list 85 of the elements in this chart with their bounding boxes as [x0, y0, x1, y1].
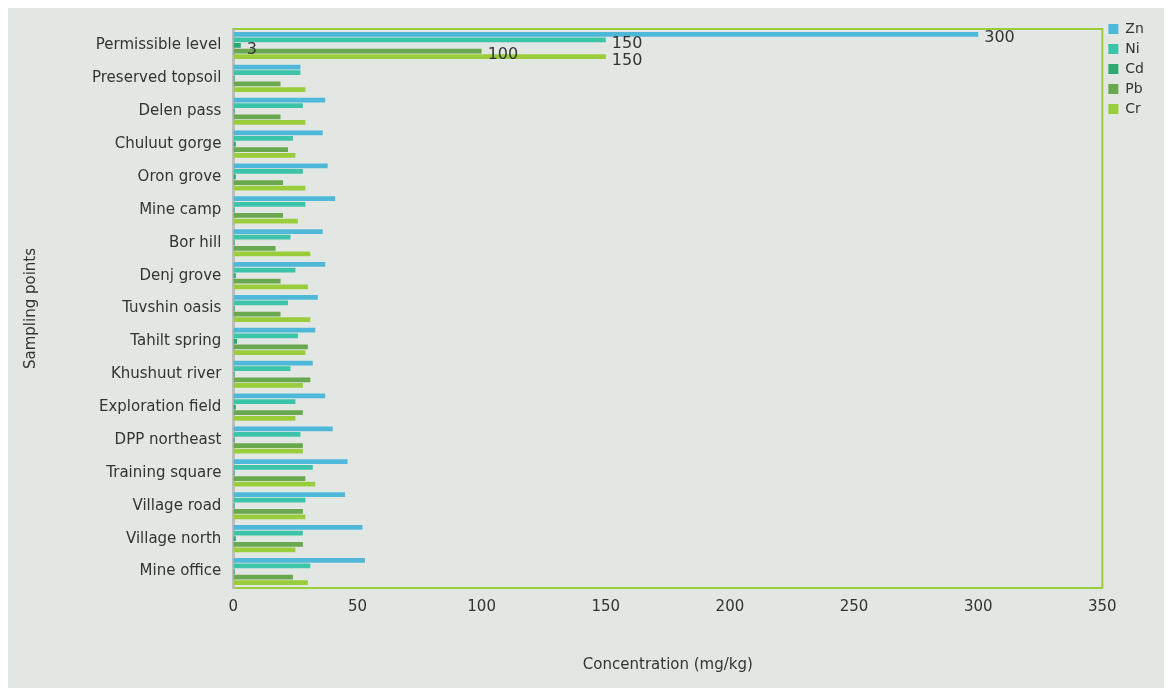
y-tick-label: Village north	[125, 528, 222, 547]
x-tick-label: 0	[228, 596, 239, 615]
x-tick-label: 50	[347, 596, 368, 615]
bar	[233, 294, 318, 300]
bar	[233, 317, 311, 323]
y-tick-label: Chuluut gorge	[114, 133, 222, 152]
y-tick-label: Mine camp	[139, 199, 222, 218]
y-tick-label: Denj grove	[139, 265, 222, 284]
legend-label: Pb	[1125, 79, 1143, 96]
y-tick-label: Mine office	[139, 561, 222, 580]
y-tick-label: Tuvshin oasis	[121, 298, 222, 317]
y-tick-label: Tahilt spring	[129, 331, 222, 350]
bar	[233, 448, 303, 454]
y-tick-label: Khushuut river	[110, 364, 223, 383]
bar	[233, 103, 303, 108]
legend-label: Cd	[1125, 59, 1145, 76]
bar	[233, 558, 365, 563]
x-tick-label: 350	[1088, 596, 1117, 615]
bar	[233, 509, 303, 514]
bar	[233, 152, 296, 158]
bar	[233, 169, 303, 174]
bar	[233, 366, 291, 372]
bar	[233, 333, 298, 339]
x-tick-label: 100	[467, 596, 496, 615]
bar	[233, 541, 303, 547]
bar	[233, 525, 363, 530]
bar	[233, 180, 284, 185]
bar	[233, 492, 346, 497]
bar	[233, 284, 308, 290]
x-tick-label: 200	[715, 596, 745, 615]
bar	[233, 43, 241, 48]
bar	[233, 185, 306, 191]
bar	[233, 327, 316, 333]
bar	[233, 278, 281, 284]
bar	[233, 580, 308, 586]
bar	[233, 64, 301, 70]
bar	[233, 426, 333, 432]
y-tick-label: Village road	[132, 495, 222, 514]
bar	[233, 443, 303, 448]
y-tick-label: DPP northeast	[114, 429, 222, 448]
bar	[233, 464, 313, 470]
bar	[233, 87, 306, 92]
bar	[233, 147, 288, 153]
bar	[233, 377, 311, 383]
legend-label: Zn	[1125, 19, 1144, 36]
data-label: 300	[984, 27, 1015, 47]
bar	[233, 31, 979, 37]
bar	[233, 574, 293, 580]
bar	[233, 114, 281, 120]
bar	[233, 383, 303, 388]
y-tick-label: Oron grove	[137, 166, 222, 185]
bar	[233, 201, 306, 207]
bar	[233, 245, 276, 251]
bar	[233, 37, 606, 43]
bar	[233, 136, 293, 141]
bar	[233, 234, 291, 240]
bar	[233, 547, 296, 553]
bar	[233, 213, 284, 218]
bar	[233, 432, 301, 437]
bar	[233, 399, 296, 404]
x-tick-label: 250	[839, 596, 869, 615]
bar	[233, 163, 328, 169]
y-tick-label: Preserved topsoil	[91, 68, 222, 87]
bar	[233, 459, 348, 465]
bar	[233, 350, 306, 355]
bar	[233, 497, 306, 503]
x-axis-title: Concentration (mg/kg)	[582, 654, 753, 673]
bar	[233, 120, 306, 125]
y-axis-title: Sampling points	[20, 247, 39, 370]
y-tick-label: Bor hill	[168, 232, 222, 251]
bar	[233, 229, 323, 234]
legend-label: Cr	[1125, 99, 1142, 116]
bar	[233, 410, 303, 416]
bar	[233, 196, 336, 202]
bar	[233, 476, 306, 481]
legend-label: Ni	[1125, 39, 1140, 56]
y-tick-label: Delen pass	[138, 101, 222, 120]
bar	[233, 70, 301, 76]
y-tick-label: Exploration field	[98, 397, 222, 416]
y-tick-label: Permissible level	[95, 35, 222, 54]
x-tick-label: 150	[591, 596, 621, 615]
bar	[233, 262, 326, 267]
y-tick-label: Training square	[105, 462, 222, 481]
bar	[233, 415, 296, 421]
x-tick-label: 300	[963, 596, 993, 615]
